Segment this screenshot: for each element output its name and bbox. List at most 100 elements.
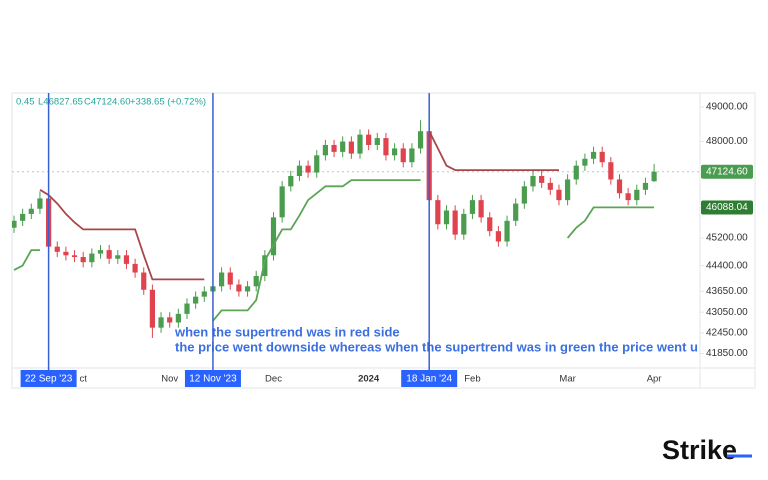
candle-body [106,250,112,259]
marker-date-label: 22 Sep '23 [25,374,73,385]
candle-body [348,141,354,154]
candle-body [270,217,277,256]
price-tag [701,200,753,215]
candle-body [132,263,138,273]
candle-body [374,138,380,145]
candle-body [71,255,78,258]
candle-body [539,176,545,183]
candle-body [253,275,259,287]
y-tick-label: 43650.00 [706,286,748,297]
y-tick-label: 48000.00 [706,136,748,147]
candle-body [63,251,69,256]
candle-body [37,198,43,209]
candle-body [582,158,588,166]
candle-body [201,291,207,297]
price-tag-label: 46088.04 [706,202,748,213]
candle-body [167,317,173,323]
price-tag [701,164,753,179]
candle-body [149,289,155,328]
annotation: the price went downside whereas when the… [175,339,698,354]
candle-body [340,141,346,152]
candle-body [227,272,233,285]
logo: Strike [662,435,737,465]
y-tick-label: 45200.00 [706,233,748,244]
candle-body [443,210,450,225]
marker-date-label: 12 Nov '23 [189,374,237,385]
y-tick-label: 44400.00 [706,260,748,271]
supertrend-line [13,179,655,322]
candle-body [322,144,328,156]
candle-body [625,193,631,201]
candle-body [184,303,190,314]
candle-body [469,200,476,214]
x-tick-label: ct [80,374,88,385]
chart-frame [11,92,756,389]
marker-date-box [184,370,241,387]
header-value: +338.65 (+0.72%) [130,97,206,108]
candle-body [244,286,251,292]
candle-body [547,182,553,190]
candle-body [331,144,337,152]
y-tick-label: 43050.00 [706,307,748,318]
candle-body [115,255,121,259]
candle-body [642,182,649,190]
overlay: 49000.00 48000.00 45200.00 44400.00 43650.00… [16,93,753,387]
y-tick-label: 42450.00 [706,327,748,338]
y-tick-label: 49000.00 [706,102,748,113]
candle-body [54,246,60,252]
candle-body [634,189,640,201]
candle-body [400,148,406,163]
candle-body [141,272,147,290]
candle-body [236,284,242,292]
candle-body [89,253,95,263]
candle-body [97,250,104,254]
candle-body [409,148,415,163]
candle-body [175,313,181,323]
candle-body [28,208,34,214]
candle-body [123,255,130,264]
x-tick-label: Mar [559,374,575,385]
candle-body [504,220,510,242]
candle-body [608,162,614,180]
candle-body [193,296,199,304]
x-tick-label: 2024 [358,374,380,385]
x-tick-label: Feb [464,374,480,385]
candle-body [158,317,164,328]
candle-body [590,151,597,159]
candle-body [461,213,467,235]
candle-body [80,257,86,263]
candle-body [296,165,303,177]
candle-body [279,186,285,218]
candle-body [262,255,268,276]
candle-body [357,134,363,154]
candle-body [573,165,579,180]
candle-body [314,155,320,173]
marker-date-box [20,370,77,387]
candle-body [616,179,623,194]
candle-body [478,200,484,218]
header-value: C47124.60 [84,97,130,108]
x-tick-label: Nov [161,374,178,385]
candle-body [383,138,389,156]
annotation: when the supertrend was in red side [174,324,400,339]
candle-body [565,179,571,201]
candle-body [417,131,424,149]
x-tick-label: Apr [647,374,662,385]
marker-date-label: 18 Jan '24 [406,374,452,385]
candle-body [495,231,501,242]
candle-body [288,176,294,187]
candle-body [599,151,605,163]
candle-body [219,272,225,287]
candle-body [366,134,372,145]
candle-body [305,165,311,173]
candle-body [435,200,441,225]
supertrend-line [39,130,559,281]
candle-body [12,220,17,228]
price-tag-label: 47124.60 [706,166,748,177]
candle-body [487,217,493,232]
candle-body [392,148,398,156]
candle-body [530,176,536,187]
header-value: 0.45 [16,97,35,108]
